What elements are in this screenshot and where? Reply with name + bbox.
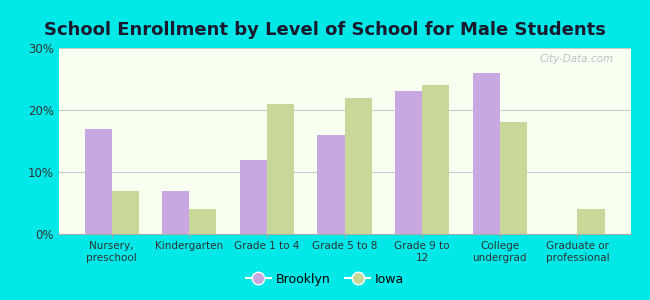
Bar: [473, 73, 500, 234]
Bar: [344, 98, 372, 234]
Bar: [112, 190, 139, 234]
Bar: [500, 122, 527, 234]
Bar: [240, 160, 267, 234]
Bar: [162, 190, 189, 234]
Text: School Enrollment by Level of School for Male Students: School Enrollment by Level of School for…: [44, 21, 606, 39]
Bar: [84, 129, 112, 234]
Bar: [267, 104, 294, 234]
Legend: Brooklyn, Iowa: Brooklyn, Iowa: [240, 268, 410, 291]
Bar: [189, 209, 216, 234]
Bar: [577, 209, 605, 234]
Bar: [422, 85, 449, 234]
Text: City-Data.com: City-Data.com: [540, 54, 614, 64]
Bar: [395, 92, 422, 234]
Bar: [317, 135, 344, 234]
